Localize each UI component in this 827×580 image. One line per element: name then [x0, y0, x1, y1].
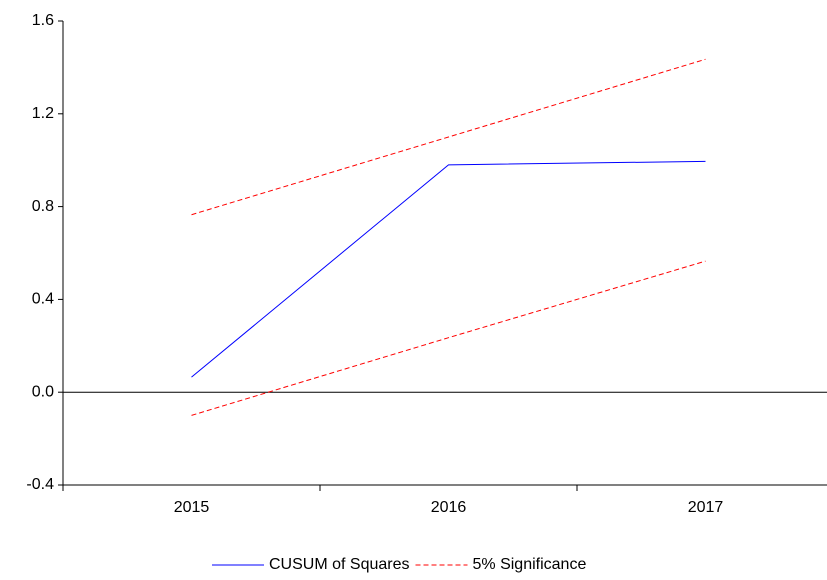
x-tick-label: 2015: [174, 499, 210, 516]
x-tick-label: 2017: [688, 499, 724, 516]
y-tick-label: 0.4: [32, 291, 54, 308]
series-line: [191, 58, 706, 216]
legend-label: 5% Significance: [473, 556, 587, 573]
y-tick-label: 1.2: [32, 105, 54, 122]
series-line: [191, 260, 706, 416]
series-line: [191, 160, 706, 378]
y-tick-label: -0.4: [26, 476, 54, 493]
y-tick-label: 0.0: [32, 383, 54, 400]
x-tick-label: 2016: [431, 499, 467, 516]
y-tick-label: 0.8: [32, 198, 54, 215]
legend-label: CUSUM of Squares: [269, 556, 410, 573]
y-tick-label: 1.6: [32, 12, 54, 29]
